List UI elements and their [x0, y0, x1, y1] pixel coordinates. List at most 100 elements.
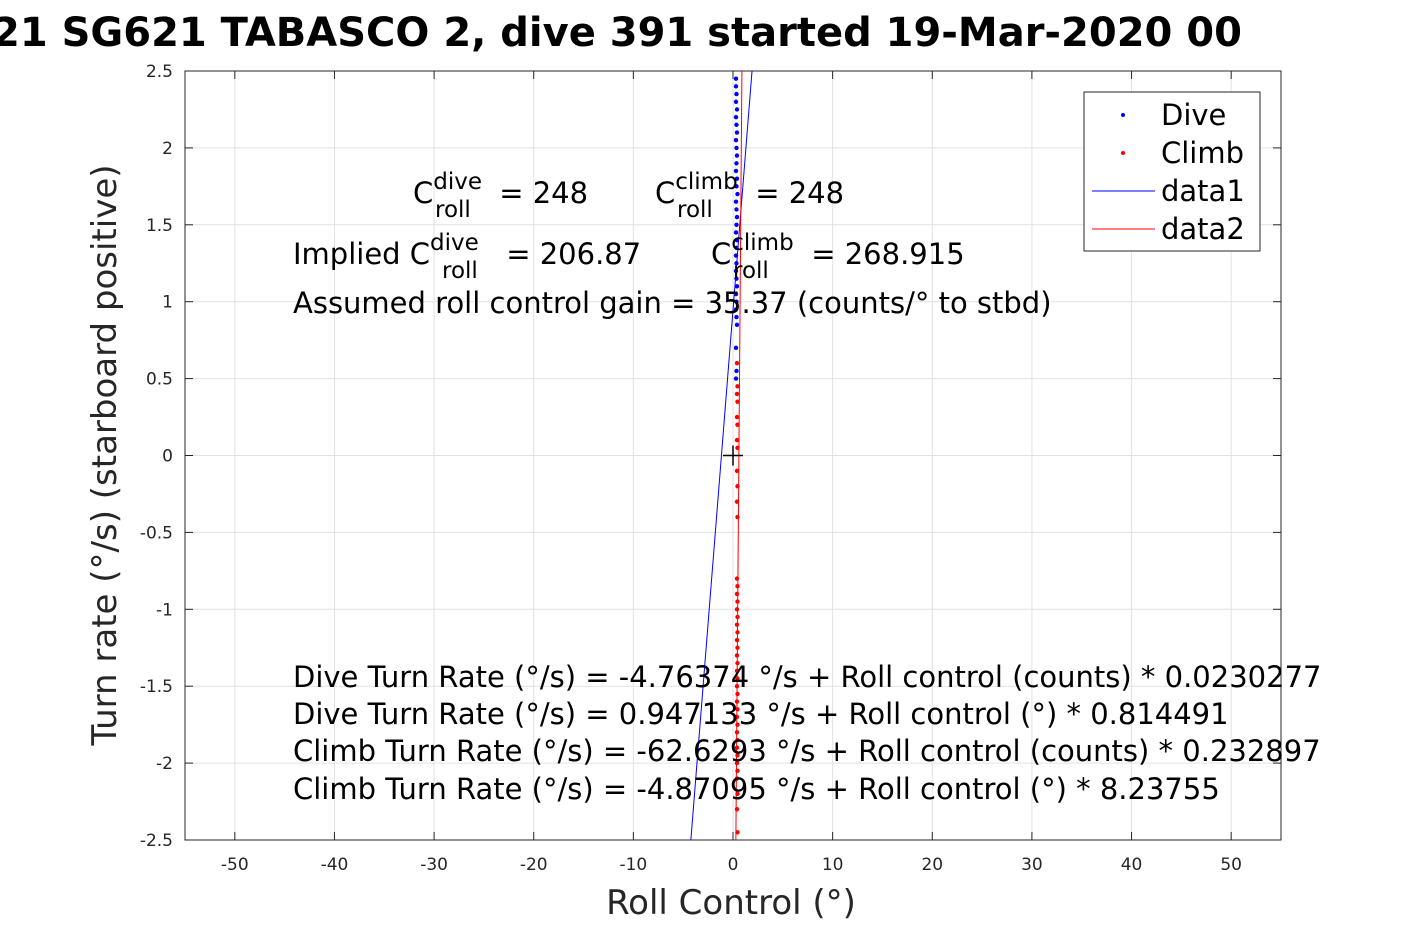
x-tick-label: 20 [921, 855, 943, 875]
annotation-implied-dive-value: = 206.87 [497, 237, 641, 271]
dive-point [734, 122, 739, 128]
climb-point [734, 361, 740, 366]
annotation-equation-climb-degrees: Climb Turn Rate (°/s) = -4.87095 °/s + R… [293, 772, 1220, 806]
climb-point [735, 422, 740, 427]
annotation-implied-climb-value: = 268.915 [802, 237, 965, 271]
annotation-implied-dive-sup: dive [430, 230, 479, 256]
annotation-c-dive-value: = 248 [490, 176, 588, 210]
dive-point [734, 322, 740, 327]
legend: Dive Climb data1 data2 [1083, 91, 1261, 252]
climb-point [735, 384, 740, 389]
y-tick-label: -2 [156, 754, 173, 774]
annotation-c-dive-sup: dive [433, 169, 482, 195]
origin-plus-marker [723, 445, 743, 466]
legend-box [1083, 91, 1261, 252]
y-tick-label: -2.5 [140, 831, 173, 851]
fit-line-data1 [690, 70, 753, 841]
dive-point [734, 284, 740, 289]
y-tick-label: -0.5 [140, 523, 173, 543]
y-tick-label: 2 [162, 139, 173, 159]
dive-point [734, 214, 740, 220]
dive-point [734, 368, 739, 374]
chart-title: 21 SG621 TABASCO 2, dive 391 started 19-… [0, 10, 1242, 56]
annotation-implied-climb-base: C [711, 237, 731, 271]
dive-point [734, 299, 739, 304]
dive-point [734, 207, 739, 212]
annotation-c-climb: Cclimb roll = 248 [655, 169, 844, 223]
series-layer [690, 70, 753, 841]
x-tick-label: -40 [321, 855, 349, 875]
climb-point [734, 391, 740, 397]
legend-label-data2: data2 [1161, 212, 1245, 246]
annotation-c-climb-sup: climb [675, 169, 737, 195]
y-tick-label: 1 [162, 293, 173, 313]
x-axis-label: Roll Control (°) [606, 883, 856, 923]
climb-point [734, 468, 740, 474]
annotation-c-dive-sub: roll [435, 197, 471, 223]
x-axis-ticks: -50 -40 -30 -20 -10 0 10 20 30 40 50 [221, 71, 1242, 875]
y-tick-label: 0.5 [146, 370, 173, 390]
annotation-c-climb-base: C [655, 176, 675, 210]
annotation-c-dive: Cdive roll = 248 [413, 169, 588, 223]
annotation-c-climb-value: = 248 [746, 176, 844, 210]
dive-point [733, 199, 739, 204]
dive-point [734, 176, 740, 181]
climb-point [734, 760, 740, 766]
dive-point [733, 168, 739, 174]
dive-point [733, 230, 739, 235]
annotation-implied-climb-sub: roll [733, 258, 769, 284]
x-tick-label: 10 [822, 855, 844, 875]
legend-label-climb: Climb [1161, 136, 1244, 170]
dive-point [733, 345, 739, 351]
dive-point [734, 184, 739, 189]
y-axis-label: Turn rate (°/s) (starboard positive) [85, 164, 125, 746]
x-tick-label: -30 [420, 855, 448, 875]
x-tick-label: 0 [728, 855, 739, 875]
x-tick-label: 30 [1021, 855, 1043, 875]
climb-point [734, 437, 740, 443]
annotation-implied-dive-base: C [410, 237, 430, 271]
legend-marker-dive [1121, 113, 1125, 117]
legend-label-data1: data1 [1161, 174, 1245, 208]
climb-point [734, 622, 740, 627]
annotation-implied-dive: Implied Cdive roll = 206.87 [293, 230, 641, 284]
climb-point [734, 576, 740, 581]
dive-point [734, 145, 739, 151]
x-tick-label: -10 [619, 855, 647, 875]
annotation-c-dive-base: C [413, 176, 433, 210]
climb-point [735, 514, 740, 520]
dive-point [733, 291, 739, 297]
dive-point [734, 161, 739, 166]
y-tick-label: 2.5 [146, 62, 173, 82]
y-tick-label: -1.5 [140, 677, 173, 697]
dive-point [733, 84, 739, 89]
annotation-equation-climb-counts: Climb Turn Rate (°/s) = -62.6293 °/s + R… [293, 734, 1321, 768]
dive-point [733, 114, 739, 120]
y-tick-label: -1 [156, 600, 173, 620]
climb-point [734, 414, 740, 420]
dive-point [734, 130, 740, 135]
x-tick-label: 40 [1121, 855, 1143, 875]
dive-point [734, 314, 739, 320]
dive-point [733, 376, 739, 381]
annotation-implied-prefix: Implied [293, 237, 410, 271]
dive-point [734, 222, 739, 227]
climb-point [734, 607, 740, 612]
annotation-equation-dive-degrees: Dive Turn Rate (°/s) = 0.947133 °/s + Ro… [293, 697, 1229, 731]
legend-marker-climb [1121, 151, 1125, 155]
legend-label-dive: Dive [1161, 98, 1226, 132]
y-axis-ticks: 2.5 2 1.5 1 0.5 0 -0.5 -1 -1.5 -2 -2.5 [140, 62, 1281, 851]
annotation-equation-dive-counts: Dive Turn Rate (°/s) = -4.76374 °/s + Ro… [293, 660, 1321, 694]
dive-point [733, 99, 739, 104]
dive-point [733, 138, 739, 143]
y-tick-label: 1.5 [146, 216, 173, 236]
x-tick-label: 50 [1220, 855, 1242, 875]
dive-point [735, 191, 740, 197]
annotation-c-climb-sub: roll [677, 197, 713, 223]
dive-point [734, 91, 739, 97]
dive-point [733, 76, 739, 81]
annotation-implied-climb: Cclimb roll = 268.915 [711, 230, 965, 284]
climb-point [735, 399, 740, 404]
x-tick-label: -50 [221, 855, 249, 875]
